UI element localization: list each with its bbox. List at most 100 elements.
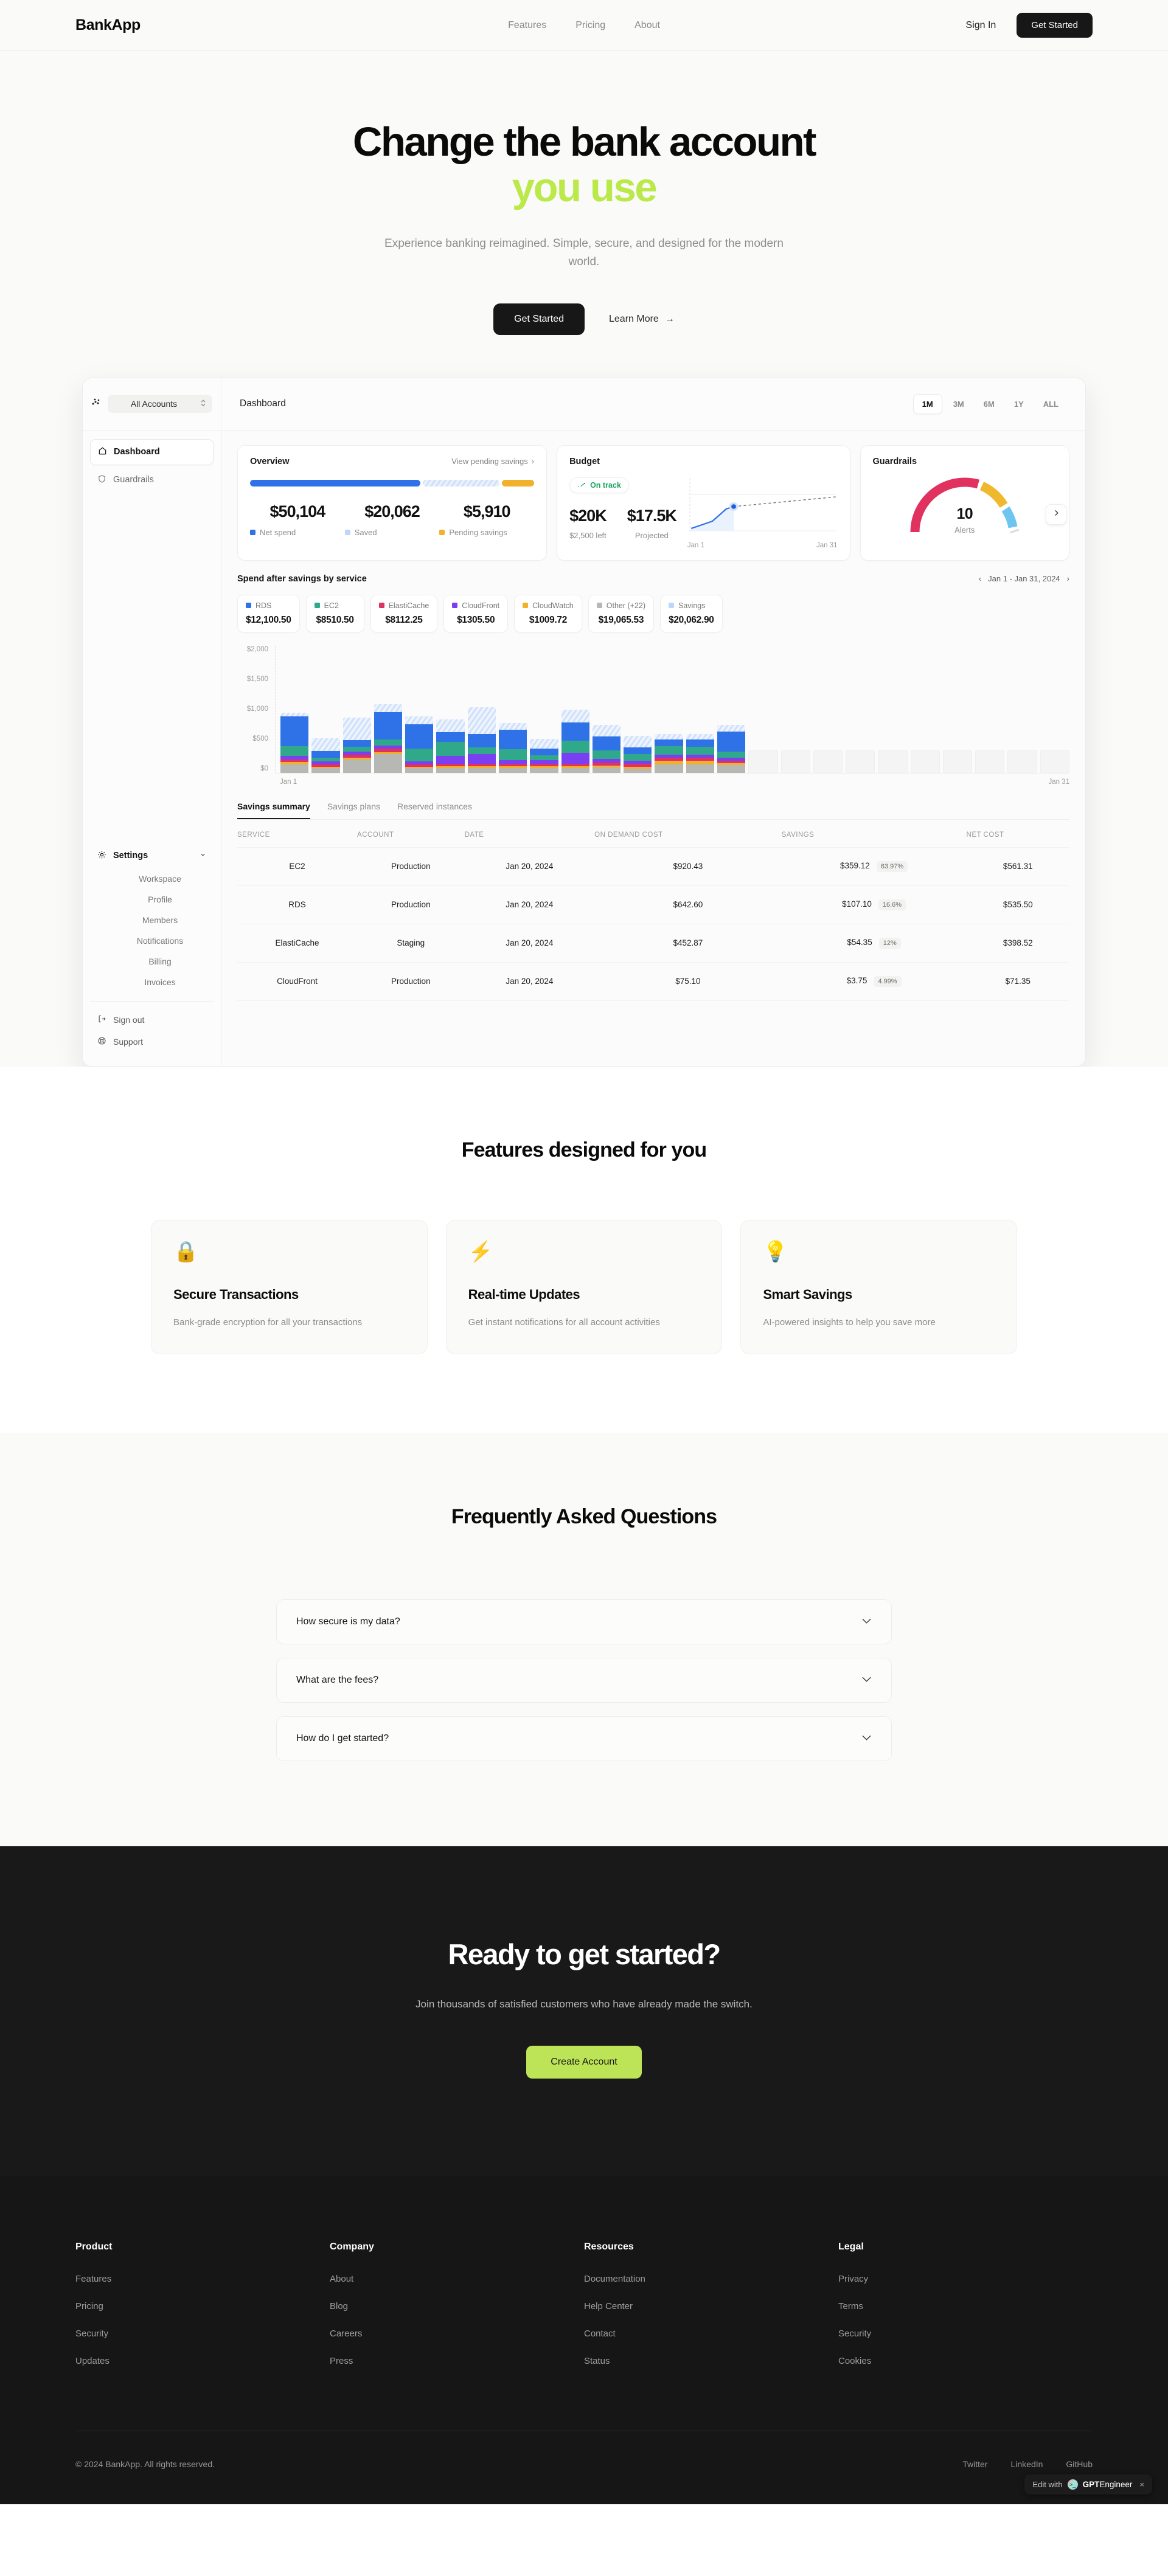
legend-chip[interactable]: EC2 $8510.50: [305, 594, 364, 632]
footer-link[interactable]: Security: [75, 2328, 109, 2339]
close-icon[interactable]: ×: [1139, 2480, 1144, 2490]
chart-bar[interactable]: [436, 719, 465, 773]
social-link-github[interactable]: GitHub: [1066, 2459, 1093, 2470]
sign-out-item[interactable]: Sign out: [90, 1009, 214, 1031]
legend-chip[interactable]: Other (+22) $19,065.53: [588, 594, 655, 632]
nav-link-features[interactable]: Features: [508, 19, 547, 30]
footer-link[interactable]: Terms: [838, 2301, 863, 2312]
chart-bar[interactable]: [405, 716, 434, 773]
range-6m[interactable]: 6M: [983, 399, 995, 409]
legend-chip[interactable]: Savings $20,062.90: [660, 594, 723, 632]
footer-link[interactable]: Careers: [330, 2328, 363, 2339]
range-1y[interactable]: 1Y: [1013, 399, 1024, 409]
faq-item-1[interactable]: What are the fees?: [276, 1658, 892, 1703]
settings-item-notifications[interactable]: Notifications: [136, 935, 184, 946]
table-row[interactable]: CloudFront Production Jan 20, 2024 $75.10 $3…: [237, 962, 1069, 1001]
account-select[interactable]: All Accounts: [108, 395, 212, 414]
chart-bar[interactable]: [813, 749, 843, 773]
footer-link[interactable]: Help Center: [584, 2301, 633, 2312]
guardrails-next-button[interactable]: [1046, 504, 1066, 525]
footer-link[interactable]: Press: [330, 2356, 353, 2367]
chart-bar[interactable]: [1040, 749, 1070, 773]
chart-bar[interactable]: [561, 709, 589, 773]
range-3m[interactable]: 3M: [953, 399, 964, 409]
footer-link[interactable]: Contact: [584, 2328, 616, 2339]
chart-bar[interactable]: [311, 738, 340, 773]
chart-bar[interactable]: [846, 749, 875, 773]
sidebar-item-guardrails[interactable]: Guardrails: [90, 468, 214, 493]
workspace-switcher[interactable]: All Accounts: [83, 378, 221, 431]
footer-link[interactable]: Features: [75, 2274, 112, 2285]
footer-link[interactable]: Security: [838, 2328, 872, 2339]
legend-chip[interactable]: ElastiCache $8112.25: [370, 594, 438, 632]
chart-bar[interactable]: [280, 712, 309, 773]
chart-bar[interactable]: [686, 734, 714, 773]
faq-item-0[interactable]: How secure is my data?: [276, 1599, 892, 1645]
faq-item-2[interactable]: How do I get started?: [276, 1716, 892, 1762]
chart-bar[interactable]: [780, 749, 810, 773]
footer-link[interactable]: Cookies: [838, 2356, 872, 2367]
footer-link[interactable]: About: [330, 2274, 354, 2285]
table-row[interactable]: ElastiCache Staging Jan 20, 2024 $452.87 $54…: [237, 924, 1069, 963]
chart-bar[interactable]: [717, 724, 746, 773]
feature-card-secure-transactions[interactable]: 🔒 Secure Transactions Bank-grade encrypt…: [151, 1219, 428, 1355]
settings-item-workspace[interactable]: Workspace: [139, 873, 181, 884]
chart-bar[interactable]: [592, 725, 621, 773]
get-started-button[interactable]: Get Started: [1017, 13, 1093, 38]
social-link-linkedin[interactable]: LinkedIn: [1010, 2459, 1043, 2470]
time-range-selector[interactable]: 1M 3M 6M 1Y ALL: [912, 393, 1067, 414]
footer-link[interactable]: Privacy: [838, 2274, 869, 2285]
feature-card-smart-savings[interactable]: 💡 Smart Savings AI-powered insights to h…: [740, 1219, 1018, 1355]
table-row[interactable]: EC2 Production Jan 20, 2024 $920.43 $359.12 6…: [237, 847, 1069, 886]
chart-bar[interactable]: [342, 718, 371, 773]
tab-reserved-instances[interactable]: Reserved instances: [397, 801, 472, 811]
sidebar-item-settings[interactable]: Settings: [90, 843, 214, 868]
range-1m[interactable]: 1M: [912, 393, 942, 414]
gpt-engineer-badge[interactable]: Edit with >_ GPTEngineer ×: [1024, 2474, 1152, 2495]
settings-item-members[interactable]: Members: [142, 915, 178, 925]
chart-bar[interactable]: [748, 749, 778, 773]
footer-link[interactable]: Documentation: [584, 2274, 645, 2285]
chart-bar[interactable]: [975, 749, 1005, 773]
settings-item-invoices[interactable]: Invoices: [144, 977, 176, 987]
chart-bar[interactable]: [878, 749, 908, 773]
chart-bar[interactable]: [910, 749, 940, 773]
nav-link-pricing[interactable]: Pricing: [575, 19, 606, 30]
next-period-button[interactable]: ›: [1066, 574, 1069, 584]
chart-bar[interactable]: [467, 707, 496, 773]
view-pending-savings-link[interactable]: View pending savings ›: [451, 457, 534, 466]
footer-link[interactable]: Pricing: [75, 2301, 103, 2312]
footer-link[interactable]: Updates: [75, 2356, 109, 2367]
sidebar-item-dashboard[interactable]: Dashboard: [90, 438, 214, 465]
chart-bar[interactable]: [1007, 749, 1037, 773]
brand-logo[interactable]: BankApp: [75, 16, 141, 33]
settings-item-billing[interactable]: Billing: [148, 956, 172, 966]
feature-card-real-time-updates[interactable]: ⚡ Real-time Updates Get instant notifica…: [445, 1219, 723, 1355]
create-account-button[interactable]: Create Account: [526, 2046, 642, 2079]
prev-period-button[interactable]: ‹: [978, 574, 982, 584]
social-link-twitter[interactable]: Twitter: [962, 2459, 988, 2470]
footer-link[interactable]: Status: [584, 2356, 610, 2367]
feature-title: Real-time Updates: [468, 1286, 580, 1302]
chart-bar[interactable]: [530, 738, 558, 773]
hero-get-started-button[interactable]: Get Started: [493, 303, 585, 335]
support-item[interactable]: Support: [90, 1031, 214, 1053]
settings-item-profile[interactable]: Profile: [148, 894, 172, 904]
tab-savings-plans[interactable]: Savings plans: [327, 801, 381, 811]
learn-more-link[interactable]: Learn More →: [609, 314, 675, 325]
footer-link[interactable]: Blog: [330, 2301, 349, 2312]
table-row[interactable]: RDS Production Jan 20, 2024 $642.60 $107.10 1…: [237, 885, 1069, 924]
chart-bar[interactable]: [624, 736, 652, 773]
chart-bar[interactable]: [498, 722, 527, 773]
range-all[interactable]: ALL: [1043, 399, 1058, 409]
chart-bar[interactable]: [655, 734, 683, 773]
legend-chip[interactable]: CloudWatch $1009.72: [514, 594, 582, 632]
nav-link-about[interactable]: About: [634, 19, 660, 30]
chart-bar[interactable]: [374, 704, 403, 773]
legend-chip[interactable]: RDS $12,100.50: [237, 594, 300, 632]
legend-chip[interactable]: CloudFront $1305.50: [443, 594, 509, 632]
tab-savings-summary[interactable]: Savings summary: [237, 802, 310, 819]
sign-in-link[interactable]: Sign In: [965, 19, 996, 30]
chart-bar[interactable]: [942, 749, 973, 773]
site-footer: Product Features Pricing Security Update…: [0, 2176, 1168, 2505]
